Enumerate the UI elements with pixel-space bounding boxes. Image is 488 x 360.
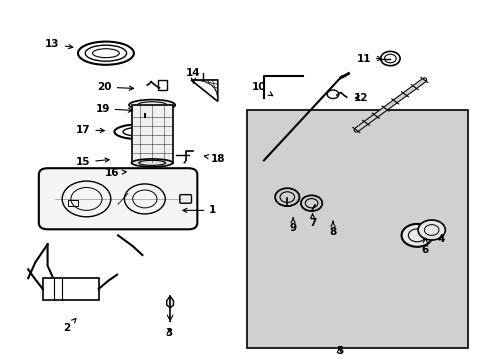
Bar [68, 201, 78, 206]
Text: 3: 3 [165, 328, 172, 338]
Text: 19: 19 [95, 104, 132, 113]
Polygon shape [166, 296, 173, 308]
Ellipse shape [131, 159, 172, 167]
Circle shape [401, 224, 432, 247]
Text: 13: 13 [45, 39, 73, 49]
Text: 12: 12 [353, 93, 367, 103]
Text: 4: 4 [437, 234, 444, 244]
Ellipse shape [129, 100, 175, 111]
Text: 14: 14 [186, 68, 201, 84]
Text: 17: 17 [76, 125, 104, 135]
Bar [42, 278, 99, 300]
Text: 5: 5 [335, 346, 342, 356]
Bar [131, 105, 173, 163]
Text: 1: 1 [183, 205, 216, 215]
Circle shape [417, 220, 445, 240]
Text: 10: 10 [251, 82, 272, 96]
Text: 2: 2 [63, 319, 76, 333]
Text: 18: 18 [204, 154, 224, 163]
Text: 7: 7 [308, 214, 316, 228]
Bar [246, 111, 467, 348]
Text: 11: 11 [356, 54, 381, 64]
FancyBboxPatch shape [39, 168, 197, 229]
Text: 8: 8 [329, 221, 336, 237]
FancyBboxPatch shape [180, 195, 191, 203]
Text: 20: 20 [97, 82, 133, 92]
Text: 16: 16 [105, 168, 126, 178]
Text: 6: 6 [421, 238, 428, 255]
Text: 15: 15 [76, 157, 109, 167]
Bar [158, 80, 166, 90]
Text: 9: 9 [289, 218, 296, 233]
